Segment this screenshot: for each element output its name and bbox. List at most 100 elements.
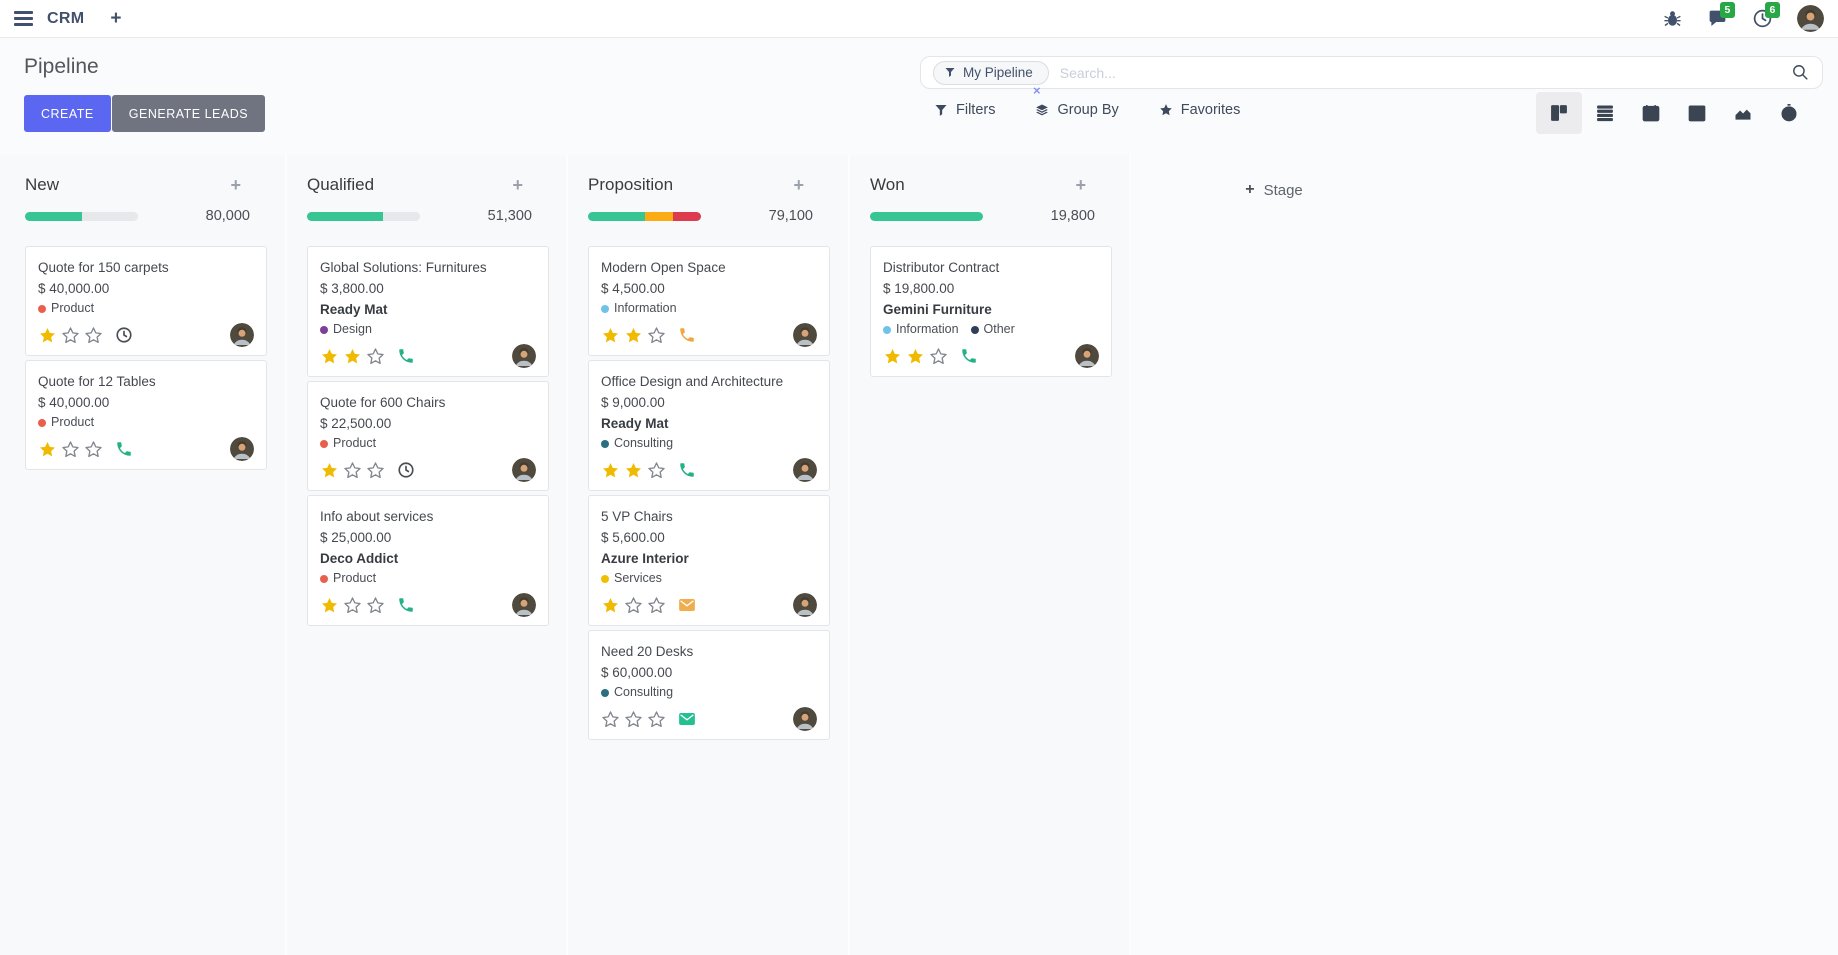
column-progressbar[interactable] [25,211,138,221]
view-graph-button[interactable] [1720,92,1766,134]
add-stage-button[interactable]: + Stage [1131,181,1417,199]
view-activity-button[interactable] [1766,92,1812,134]
kanban-card[interactable]: Need 20 Desks $ 60,000.00 Consulting [588,630,830,740]
star-icon[interactable] [343,596,362,615]
star-icon[interactable] [647,596,666,615]
card-amount: $ 40,000.00 [38,395,110,410]
progress-segment-overdue[interactable] [672,211,701,221]
star-icon[interactable] [929,347,948,366]
view-list-button[interactable] [1582,92,1628,134]
facet-remove-icon[interactable]: × [1033,83,1041,98]
clock-icon[interactable] [115,326,133,344]
progress-segment-none[interactable] [81,211,138,221]
kanban-card[interactable]: Quote for 12 Tables $ 40,000.00 Product [25,360,267,470]
tag-dot-icon [601,574,609,583]
star-icon[interactable] [601,596,620,615]
star-icon[interactable] [624,710,643,729]
kanban-card[interactable]: Modern Open Space $ 4,500.00 Information [588,246,830,356]
progress-segment-future[interactable] [870,211,983,221]
kanban-card[interactable]: Quote for 150 carpets $ 40,000.00 Produc… [25,246,267,356]
star-icon[interactable] [38,326,57,345]
progress-segment-none[interactable] [382,211,420,221]
kanban-card[interactable]: Distributor Contract $ 19,800.00 Gemini … [870,246,1112,377]
tag-dot-icon [320,325,328,334]
progress-segment-future[interactable] [307,211,383,221]
progress-segment-future[interactable] [25,211,82,221]
star-icon[interactable] [883,347,902,366]
create-button[interactable]: CREATE [24,95,111,132]
column-progressbar[interactable] [588,211,701,221]
add-record-icon[interactable]: + [512,175,523,195]
kanban-card[interactable]: 5 VP Chairs $ 5,600.00 Azure Interior Se… [588,495,830,626]
phone-icon[interactable] [678,461,696,479]
favorites-menu[interactable]: Favorites [1159,102,1240,118]
apps-menu-icon[interactable] [14,11,33,26]
progress-segment-future[interactable] [588,211,645,221]
star-icon[interactable] [320,461,339,480]
view-calendar-button[interactable] [1628,92,1674,134]
envelope-icon[interactable] [678,710,696,728]
phone-icon[interactable] [960,347,978,365]
column-title[interactable]: Proposition [588,175,674,194]
star-icon[interactable] [647,326,666,345]
kanban-card[interactable]: Office Design and Architecture $ 9,000.0… [588,360,830,491]
star-icon[interactable] [601,461,620,480]
star-icon[interactable] [84,326,103,345]
star-icon[interactable] [906,347,925,366]
group-by-menu[interactable]: Group By [1035,102,1119,118]
view-pivot-button[interactable] [1674,92,1720,134]
add-record-icon[interactable]: + [793,175,804,195]
star-icon[interactable] [61,440,80,459]
column-title[interactable]: Won [870,175,905,194]
star-icon[interactable] [647,461,666,480]
pivot-view-icon [1688,105,1706,122]
star-icon[interactable] [320,596,339,615]
star-icon[interactable] [366,461,385,480]
user-avatar[interactable] [1797,5,1824,32]
column-progressbar[interactable] [870,211,983,221]
graph-view-icon [1735,109,1751,120]
star-icon[interactable] [601,710,620,729]
star-icon[interactable] [624,596,643,615]
column-header: New + [25,175,267,195]
clock-icon[interactable] [397,461,415,479]
star-icon[interactable] [320,347,339,366]
phone-icon[interactable] [678,326,696,344]
debug-bug-icon[interactable] [1662,8,1683,29]
column-counter: 51,300 [487,208,532,224]
phone-icon[interactable] [397,347,415,365]
star-icon[interactable] [343,347,362,366]
add-record-icon[interactable]: + [230,175,241,195]
star-icon[interactable] [366,596,385,615]
star-icon[interactable] [61,326,80,345]
add-record-icon[interactable]: + [1075,175,1086,195]
navbar-plus-icon[interactable]: + [110,8,122,29]
kanban-card[interactable]: Global Solutions: Furnitures $ 3,800.00 … [307,246,549,377]
star-icon[interactable] [624,326,643,345]
kanban-card[interactable]: Quote for 600 Chairs $ 22,500.00 Product [307,381,549,491]
star-icon[interactable] [343,461,362,480]
search-icon[interactable] [1791,63,1810,82]
filters-menu[interactable]: Filters [934,102,995,118]
star-icon[interactable] [601,326,620,345]
star-icon[interactable] [647,710,666,729]
phone-icon[interactable] [397,596,415,614]
phone-icon[interactable] [115,440,133,458]
view-kanban-button[interactable] [1536,92,1582,134]
star-icon[interactable] [84,440,103,459]
star-icon[interactable] [624,461,643,480]
tag-product: Product [38,299,94,318]
search-input[interactable] [1057,63,1791,82]
star-icon[interactable] [366,347,385,366]
activities-clock-icon[interactable]: 6 [1752,2,1780,29]
star-icon[interactable] [38,440,57,459]
kanban-card[interactable]: Info about services $ 25,000.00 Deco Add… [307,495,549,626]
progress-segment-today[interactable] [644,211,673,221]
messages-icon[interactable]: 5 [1707,2,1735,29]
envelope-icon[interactable] [678,596,696,614]
app-name[interactable]: CRM [47,9,85,27]
column-title[interactable]: Qualified [307,175,375,194]
column-progressbar[interactable] [307,211,420,221]
column-title[interactable]: New [25,175,60,194]
generate-leads-button[interactable]: GENERATE LEADS [111,95,266,132]
